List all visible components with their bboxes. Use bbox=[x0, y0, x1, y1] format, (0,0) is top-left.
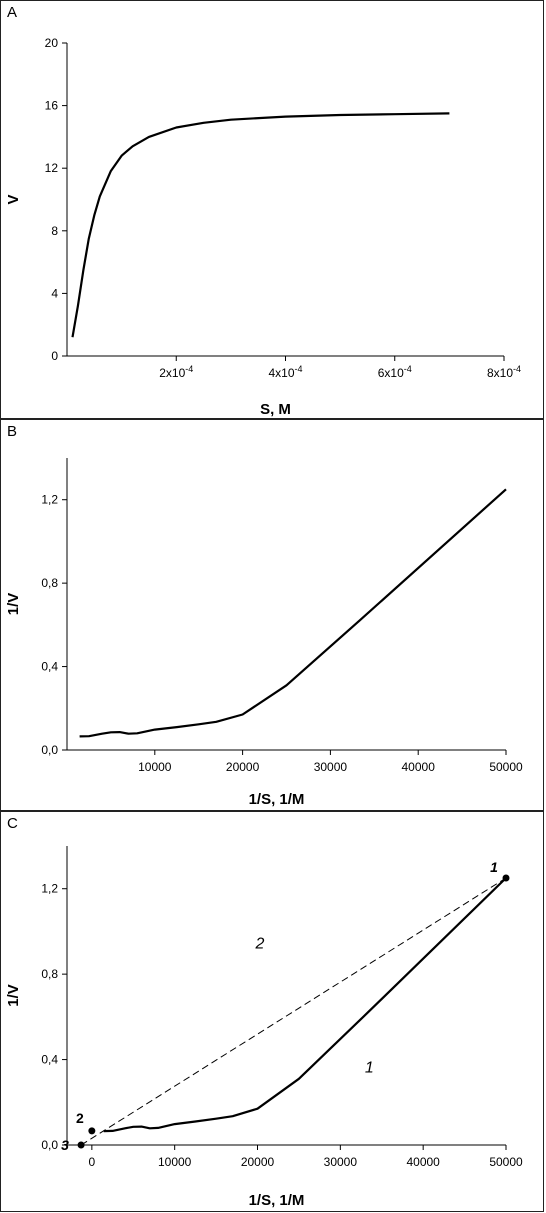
panel-b-label: B bbox=[7, 423, 18, 440]
series-line-1 bbox=[71, 112, 450, 338]
x-axis-title: 1/S, 1/M bbox=[249, 791, 305, 808]
y-tick-label: 0,0 bbox=[41, 743, 58, 757]
x-axis-title: 1/S, 1/M bbox=[249, 1192, 305, 1209]
chart-b: 0,0 0,4 0,8 1,2 10000 20000 30000 40000 50000 1/S… bbox=[5, 458, 523, 808]
series-line-1 bbox=[79, 488, 507, 738]
data-point-2 bbox=[88, 1127, 96, 1135]
y-tick-label: 16 bbox=[45, 99, 59, 113]
y-tick-label: 1,2 bbox=[41, 882, 58, 896]
x-tick-label: 6x10-4 bbox=[378, 364, 412, 380]
x-tick-exponent: -4 bbox=[185, 364, 193, 374]
y-tick-label: 8 bbox=[51, 224, 58, 238]
point-label-1: 1 bbox=[490, 859, 498, 875]
x-tick-label: 4x10-4 bbox=[268, 364, 302, 380]
x-tick-exponent: -4 bbox=[295, 364, 303, 374]
x-tick-label: 10000 bbox=[158, 1155, 192, 1169]
y-tick-label: 0,8 bbox=[41, 967, 58, 981]
x-tick-label: 50000 bbox=[489, 760, 523, 774]
x-tick-exponent: -4 bbox=[513, 364, 521, 374]
x-tick-label: 50000 bbox=[489, 1155, 523, 1169]
series-line-2 bbox=[80, 877, 507, 1146]
y-axis-title: 1/V bbox=[5, 593, 22, 616]
x-tick-label: 2x10-4 bbox=[159, 364, 193, 380]
chart-a: 0 4 8 12 16 20 2x10-4 4x10-4 6x10-4 8x10-4 S, M V bbox=[5, 36, 521, 418]
x-tick-label: 20000 bbox=[226, 760, 260, 774]
curve-annotation-1: 1 bbox=[365, 1059, 374, 1076]
y-tick-label: 0,4 bbox=[41, 1053, 58, 1067]
data-point-1 bbox=[502, 874, 510, 882]
panel-a: A 0 4 8 12 16 20 2x10-4 4x10-4 6x10-4 8x10-4 S, M V bbox=[0, 0, 544, 419]
y-tick-label: 1,2 bbox=[41, 493, 58, 507]
y-tick-label: 0,0 bbox=[41, 1138, 58, 1152]
x-tick-label: 30000 bbox=[324, 1155, 358, 1169]
series-line-1 bbox=[103, 877, 507, 1133]
panel-c: C 0,0 0,4 0,8 1,2 0 10000 20000 30000 40000 50000… bbox=[0, 811, 544, 1212]
y-tick-label: 0,4 bbox=[41, 660, 58, 674]
point-label-2: 2 bbox=[76, 1110, 84, 1126]
panel-c-label: C bbox=[7, 815, 18, 832]
y-tick-label: 0,8 bbox=[41, 576, 58, 590]
x-tick-label: 40000 bbox=[406, 1155, 440, 1169]
panel-a-label: A bbox=[7, 4, 18, 21]
point-label-3: 3 bbox=[61, 1137, 69, 1153]
panel-b: B 0,0 0,4 0,8 1,2 10000 20000 30000 40000 50000 1… bbox=[0, 419, 544, 811]
y-axis-title: 1/V bbox=[5, 984, 22, 1007]
y-tick-label: 0 bbox=[51, 349, 58, 363]
chart-c: 0,0 0,4 0,8 1,2 0 10000 20000 30000 40000 50000 1/… bbox=[5, 846, 523, 1209]
curve-annotation-2: 2 bbox=[255, 936, 265, 953]
x-tick-label: 0 bbox=[89, 1155, 96, 1169]
x-tick-label: 20000 bbox=[241, 1155, 275, 1169]
x-tick-label: 8x10-4 bbox=[487, 364, 521, 380]
x-tick-label: 10000 bbox=[138, 760, 172, 774]
y-tick-label: 12 bbox=[45, 161, 59, 175]
x-axis-title: S, M bbox=[260, 401, 291, 418]
x-tick-label: 30000 bbox=[314, 760, 348, 774]
x-tick-exponent: -4 bbox=[404, 364, 412, 374]
x-tick-label: 40000 bbox=[402, 760, 436, 774]
y-tick-label: 4 bbox=[51, 286, 58, 300]
y-axis-title: V bbox=[5, 194, 22, 204]
y-tick-label: 20 bbox=[45, 36, 59, 50]
data-point-3 bbox=[77, 1141, 85, 1149]
